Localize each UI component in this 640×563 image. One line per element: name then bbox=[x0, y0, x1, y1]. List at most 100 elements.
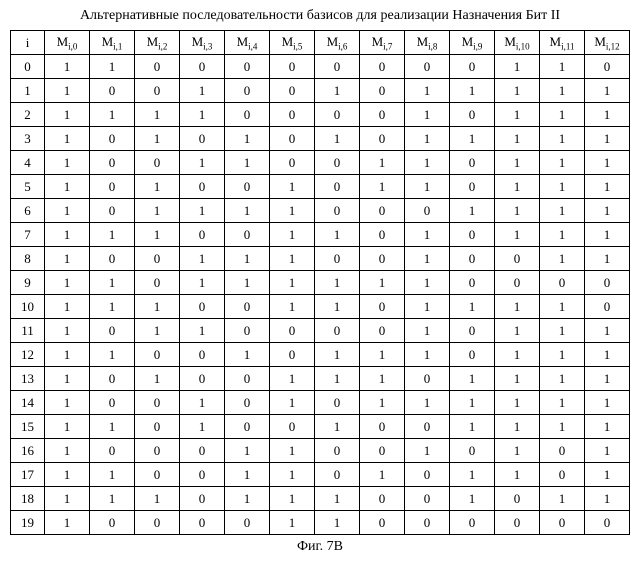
cell: 1 bbox=[315, 343, 360, 367]
cell: 1 bbox=[405, 79, 450, 103]
cell: 0 bbox=[540, 271, 585, 295]
cell: 1 bbox=[540, 223, 585, 247]
row-index: 3 bbox=[11, 127, 45, 151]
cell: 1 bbox=[90, 103, 135, 127]
cell: 1 bbox=[585, 199, 630, 223]
cell: 1 bbox=[450, 391, 495, 415]
cell: 0 bbox=[90, 439, 135, 463]
cell: 1 bbox=[90, 463, 135, 487]
cell: 1 bbox=[495, 319, 540, 343]
cell: 1 bbox=[540, 247, 585, 271]
cell: 0 bbox=[225, 103, 270, 127]
cell: 1 bbox=[45, 223, 90, 247]
cell: 1 bbox=[540, 103, 585, 127]
cell: 1 bbox=[495, 55, 540, 79]
cell: 0 bbox=[90, 247, 135, 271]
cell: 0 bbox=[180, 295, 225, 319]
table-row: 111011000010111 bbox=[11, 319, 630, 343]
cell: 1 bbox=[405, 343, 450, 367]
cell: 1 bbox=[585, 175, 630, 199]
cell: 0 bbox=[450, 223, 495, 247]
cell: 1 bbox=[45, 487, 90, 511]
cell: 1 bbox=[45, 463, 90, 487]
cell: 0 bbox=[315, 439, 360, 463]
cell: 0 bbox=[405, 511, 450, 535]
cell: 0 bbox=[360, 247, 405, 271]
cell: 1 bbox=[135, 103, 180, 127]
cell: 1 bbox=[45, 175, 90, 199]
cell: 1 bbox=[540, 175, 585, 199]
cell: 1 bbox=[495, 103, 540, 127]
cell: 0 bbox=[180, 175, 225, 199]
cell: 1 bbox=[45, 103, 90, 127]
cell: 0 bbox=[270, 151, 315, 175]
cell: 1 bbox=[405, 103, 450, 127]
cell: 0 bbox=[360, 487, 405, 511]
cell: 1 bbox=[90, 55, 135, 79]
cell: 1 bbox=[135, 127, 180, 151]
cell: 1 bbox=[315, 367, 360, 391]
cell: 0 bbox=[450, 175, 495, 199]
cell: 1 bbox=[360, 463, 405, 487]
cell: 1 bbox=[405, 439, 450, 463]
col-header: Mi,7 bbox=[360, 31, 405, 55]
cell: 1 bbox=[225, 487, 270, 511]
row-index: 17 bbox=[11, 463, 45, 487]
cell: 1 bbox=[585, 223, 630, 247]
cell: 1 bbox=[135, 319, 180, 343]
cell: 1 bbox=[180, 79, 225, 103]
cell: 1 bbox=[135, 367, 180, 391]
cell: 1 bbox=[225, 439, 270, 463]
row-index: 0 bbox=[11, 55, 45, 79]
cell: 0 bbox=[135, 55, 180, 79]
cell: 0 bbox=[90, 127, 135, 151]
row-index: 6 bbox=[11, 199, 45, 223]
cell: 0 bbox=[180, 55, 225, 79]
cell: 1 bbox=[540, 343, 585, 367]
cell: 1 bbox=[360, 175, 405, 199]
cell: 1 bbox=[135, 295, 180, 319]
cell: 0 bbox=[450, 319, 495, 343]
table-row: 51010010110111 bbox=[11, 175, 630, 199]
cell: 1 bbox=[405, 391, 450, 415]
row-index: 8 bbox=[11, 247, 45, 271]
col-header: Mi,6 bbox=[315, 31, 360, 55]
cell: 0 bbox=[315, 391, 360, 415]
col-header: Mi,2 bbox=[135, 31, 180, 55]
cell: 1 bbox=[270, 391, 315, 415]
cell: 0 bbox=[135, 151, 180, 175]
cell: 0 bbox=[90, 367, 135, 391]
cell: 1 bbox=[225, 343, 270, 367]
cell: 0 bbox=[225, 511, 270, 535]
cell: 0 bbox=[540, 511, 585, 535]
table-header-row: iMi,0Mi,1Mi,2Mi,3Mi,4Mi,5Mi,6Mi,7Mi,8Mi,… bbox=[11, 31, 630, 55]
cell: 1 bbox=[585, 367, 630, 391]
cell: 1 bbox=[540, 319, 585, 343]
cell: 1 bbox=[90, 343, 135, 367]
cell: 1 bbox=[495, 223, 540, 247]
cell: 0 bbox=[450, 247, 495, 271]
cell: 1 bbox=[315, 511, 360, 535]
cell: 1 bbox=[495, 439, 540, 463]
cell: 1 bbox=[585, 391, 630, 415]
cell: 1 bbox=[90, 295, 135, 319]
cell: 1 bbox=[225, 127, 270, 151]
cell: 1 bbox=[45, 367, 90, 391]
cell: 1 bbox=[540, 487, 585, 511]
cell: 0 bbox=[450, 151, 495, 175]
cell: 0 bbox=[180, 127, 225, 151]
cell: 1 bbox=[315, 223, 360, 247]
cell: 0 bbox=[495, 487, 540, 511]
cell: 1 bbox=[495, 391, 540, 415]
cell: 1 bbox=[45, 511, 90, 535]
table-row: 131010011101111 bbox=[11, 367, 630, 391]
cell: 1 bbox=[270, 199, 315, 223]
cell: 1 bbox=[540, 79, 585, 103]
cell: 1 bbox=[45, 247, 90, 271]
cell: 0 bbox=[540, 463, 585, 487]
cell: 1 bbox=[315, 79, 360, 103]
cell: 0 bbox=[495, 247, 540, 271]
row-index: 9 bbox=[11, 271, 45, 295]
cell: 1 bbox=[450, 127, 495, 151]
cell: 1 bbox=[270, 247, 315, 271]
